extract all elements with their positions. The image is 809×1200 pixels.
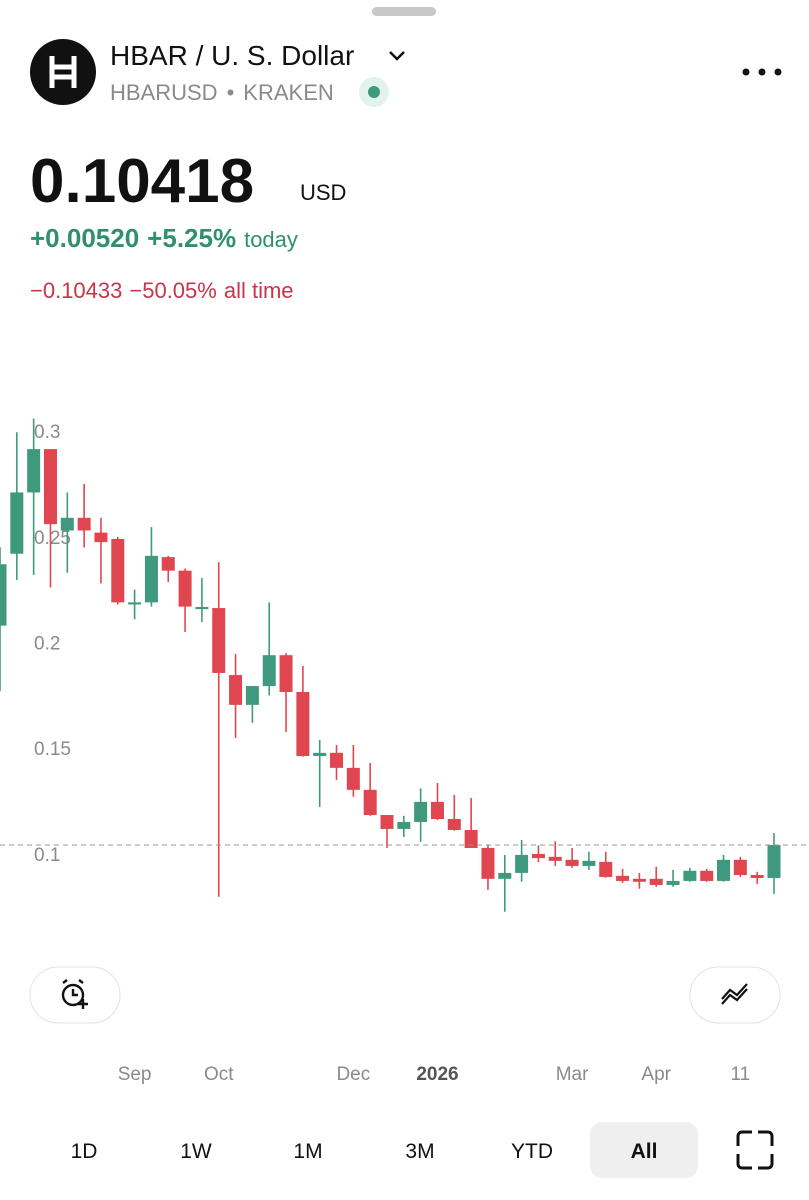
change-all-time: −0.10433 −50.05% all time <box>30 278 294 303</box>
chart-style-icon <box>721 983 748 1005</box>
candle-body <box>515 854 529 873</box>
x-tick-label: Apr <box>641 1064 671 1085</box>
x-tick-label: Sep <box>118 1064 152 1085</box>
candle-body <box>229 675 243 705</box>
candle-body <box>262 655 276 687</box>
range-button[interactable]: 1W <box>180 1140 212 1163</box>
y-tick-label: 0.25 <box>34 528 71 549</box>
candle-body <box>380 814 394 829</box>
candle-body <box>245 686 259 705</box>
alert-icon <box>61 979 88 1009</box>
candle-body <box>94 532 108 543</box>
candle-body <box>498 872 512 879</box>
candle-body <box>750 875 764 878</box>
candle-body <box>548 856 562 861</box>
candle-body <box>363 789 377 815</box>
title-chevron[interactable] <box>389 51 405 61</box>
candle-body <box>161 557 175 571</box>
symbol-title[interactable]: HBAR / U. S. Dollar <box>110 40 354 71</box>
range-button[interactable]: All <box>631 1140 658 1163</box>
candle-body <box>767 845 781 878</box>
candle-body <box>632 878 646 882</box>
status-dot <box>368 86 380 98</box>
candle-body <box>397 821 411 829</box>
y-tick-label: 0.1 <box>34 845 60 866</box>
range-button[interactable]: YTD <box>511 1140 553 1163</box>
candle-body <box>313 752 327 757</box>
candle-body <box>144 555 158 603</box>
more-menu[interactable] <box>742 68 782 76</box>
candle-body <box>531 853 545 859</box>
candle-body <box>128 602 142 605</box>
x-tick-label: 2026 <box>416 1064 458 1085</box>
candle-body <box>430 801 444 820</box>
candle-body <box>414 801 428 822</box>
candle-body <box>60 517 74 531</box>
candle-body <box>0 564 7 626</box>
candle-body <box>111 538 125 603</box>
drag-handle[interactable] <box>372 7 436 16</box>
candle-body <box>733 859 747 876</box>
candle-body <box>296 691 310 757</box>
range-button[interactable]: 1D <box>71 1140 98 1163</box>
logo-glyph <box>49 56 77 88</box>
range-button[interactable]: 3M <box>405 1140 434 1163</box>
candle-body <box>77 517 91 531</box>
candle-body <box>330 752 344 768</box>
y-tick-label: 0.3 <box>34 422 60 443</box>
symbol-subtitle: HBARUSD • KRAKEN <box>110 80 334 105</box>
candle-body <box>43 449 57 525</box>
candle-body <box>346 767 360 790</box>
candle-body <box>481 847 495 879</box>
candle-body <box>178 570 192 607</box>
range-selected-bg <box>590 1122 698 1178</box>
candle-body <box>700 870 714 881</box>
x-tick-label: Dec <box>336 1064 370 1085</box>
candle-body <box>599 861 613 877</box>
candle-body <box>717 859 731 881</box>
x-tick-label: Oct <box>204 1064 234 1085</box>
coin-logo <box>30 39 96 105</box>
range-selector: 1D 1W 1M 3M YTD All <box>71 1122 698 1178</box>
currency: USD <box>300 180 346 205</box>
range-button[interactable]: 1M <box>293 1140 322 1163</box>
candle-body <box>464 829 478 848</box>
candle-body <box>616 875 630 881</box>
x-tick-label: Mar <box>556 1064 589 1085</box>
candle-body <box>10 492 24 554</box>
candle-body <box>666 880 680 885</box>
candle-body <box>195 606 209 610</box>
chart[interactable]: 0.1 0.15 0.2 0.25 0.3 Sep Oct Dec 2026 Mar Apr 11 <box>0 418 809 1085</box>
chart-style-button[interactable] <box>689 966 781 1024</box>
candle-body <box>649 878 663 885</box>
candle-body <box>565 859 579 866</box>
candle-body <box>27 449 41 493</box>
y-tick-label: 0.2 <box>34 634 60 655</box>
change-today: +0.00520 +5.25% today <box>30 223 298 253</box>
candle-body <box>683 870 697 881</box>
last-price: 0.10418 <box>30 147 254 216</box>
x-tick-label: 11 <box>730 1064 750 1085</box>
candle-body <box>279 655 293 692</box>
candle-body <box>582 860 596 866</box>
y-tick-label: 0.15 <box>34 739 71 760</box>
candle-body <box>447 819 461 830</box>
fullscreen-button[interactable] <box>736 1130 774 1170</box>
candle-body <box>212 608 226 673</box>
